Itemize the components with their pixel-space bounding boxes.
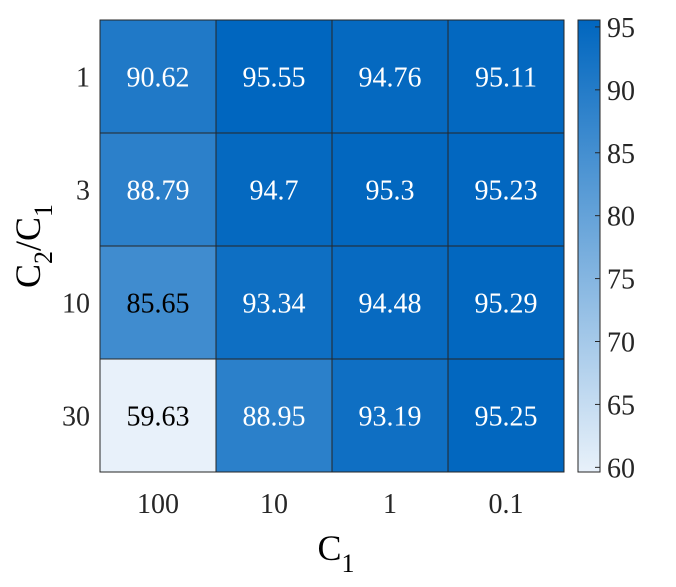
- cell-value-label: 93.19: [359, 402, 422, 433]
- heatmap-cell: [215, 132, 333, 247]
- heatmap-cell: [447, 245, 565, 360]
- cell-value-label: 95.55: [243, 63, 306, 94]
- x-tick-label: 0.1: [489, 489, 524, 520]
- y-tick-label: 30: [62, 402, 90, 433]
- cell-value-label: 88.95: [243, 402, 306, 433]
- heatmap-cell: [215, 245, 333, 360]
- cell-value-label: 95.3: [366, 176, 415, 207]
- cell-value-label: 94.7: [250, 176, 299, 207]
- y-axis-title-sub1: 2: [29, 251, 58, 264]
- heatmap-cell: [447, 132, 565, 247]
- heatmap-cell: [447, 19, 565, 134]
- y-axis-title-main1: C: [8, 264, 48, 288]
- heatmap-cell: [331, 358, 449, 473]
- x-axis-title-sub: 1: [342, 549, 355, 578]
- cell-value-label: 95.23: [475, 176, 538, 207]
- colorbar-tick-label: 70: [607, 328, 635, 359]
- cell-value-label: 93.34: [243, 289, 306, 320]
- cell-value-label: 90.62: [127, 63, 190, 94]
- x-axis-title-main: C: [317, 528, 341, 568]
- x-tick-label: 100: [137, 489, 179, 520]
- y-tick-label: 1: [76, 63, 90, 94]
- y-tick-label: 10: [62, 289, 90, 320]
- heatmap-cell: [99, 132, 217, 247]
- heatmap-cell: [99, 358, 217, 473]
- colorbar-tick-label: 95: [607, 13, 635, 44]
- y-axis-title-main2: C: [8, 217, 48, 241]
- heatmap-cell: [331, 19, 449, 134]
- colorbar-tick-label: 90: [607, 76, 635, 107]
- colorbar: 60 65 70 75 80 85 90 95: [577, 13, 635, 484]
- x-tick-label: 10: [260, 489, 288, 520]
- cell-value-label: 95.11: [475, 63, 537, 94]
- y-axis-title-sub2: 1: [29, 204, 58, 217]
- y-tick-label: 3: [76, 176, 90, 207]
- colorbar-tick-label: 65: [607, 390, 635, 421]
- colorbar-tick-label: 80: [607, 202, 635, 233]
- cell-value-label: 59.63: [127, 402, 190, 433]
- cell-value-label: 85.65: [127, 289, 190, 320]
- cell-value-label: 94.76: [359, 63, 422, 94]
- heatmap-cell: [99, 19, 217, 134]
- cell-value-label: 95.25: [475, 402, 538, 433]
- heatmap-cell: [447, 358, 565, 473]
- x-tick-label: 1: [383, 489, 397, 520]
- x-tick-labels: 100 10 1 0.1: [137, 489, 524, 520]
- colorbar-ticks: 60 65 70 75 80 85 90 95: [595, 13, 635, 484]
- cell-value-label: 88.79: [127, 176, 190, 207]
- y-axis-title-slash: /: [8, 241, 48, 251]
- cell-value-label: 95.29: [475, 289, 538, 320]
- heatmap-cell: [215, 358, 333, 473]
- colorbar-tick-label: 85: [607, 139, 635, 170]
- heatmap-cell: [215, 19, 333, 134]
- colorbar-gradient: [577, 19, 601, 473]
- y-axis-title: C2/C1: [8, 204, 58, 288]
- cell-value-label: 94.48: [359, 289, 422, 320]
- colorbar-tick-label: 60: [607, 453, 635, 484]
- y-tick-labels: 1 3 10 30: [62, 63, 90, 433]
- colorbar-tick-label: 75: [607, 265, 635, 296]
- heatmap-cells: 90.62 95.55 94.76 95.11 88.79 94.7 95.3 95.23 85…: [99, 19, 565, 473]
- x-axis-title: C1: [317, 528, 354, 578]
